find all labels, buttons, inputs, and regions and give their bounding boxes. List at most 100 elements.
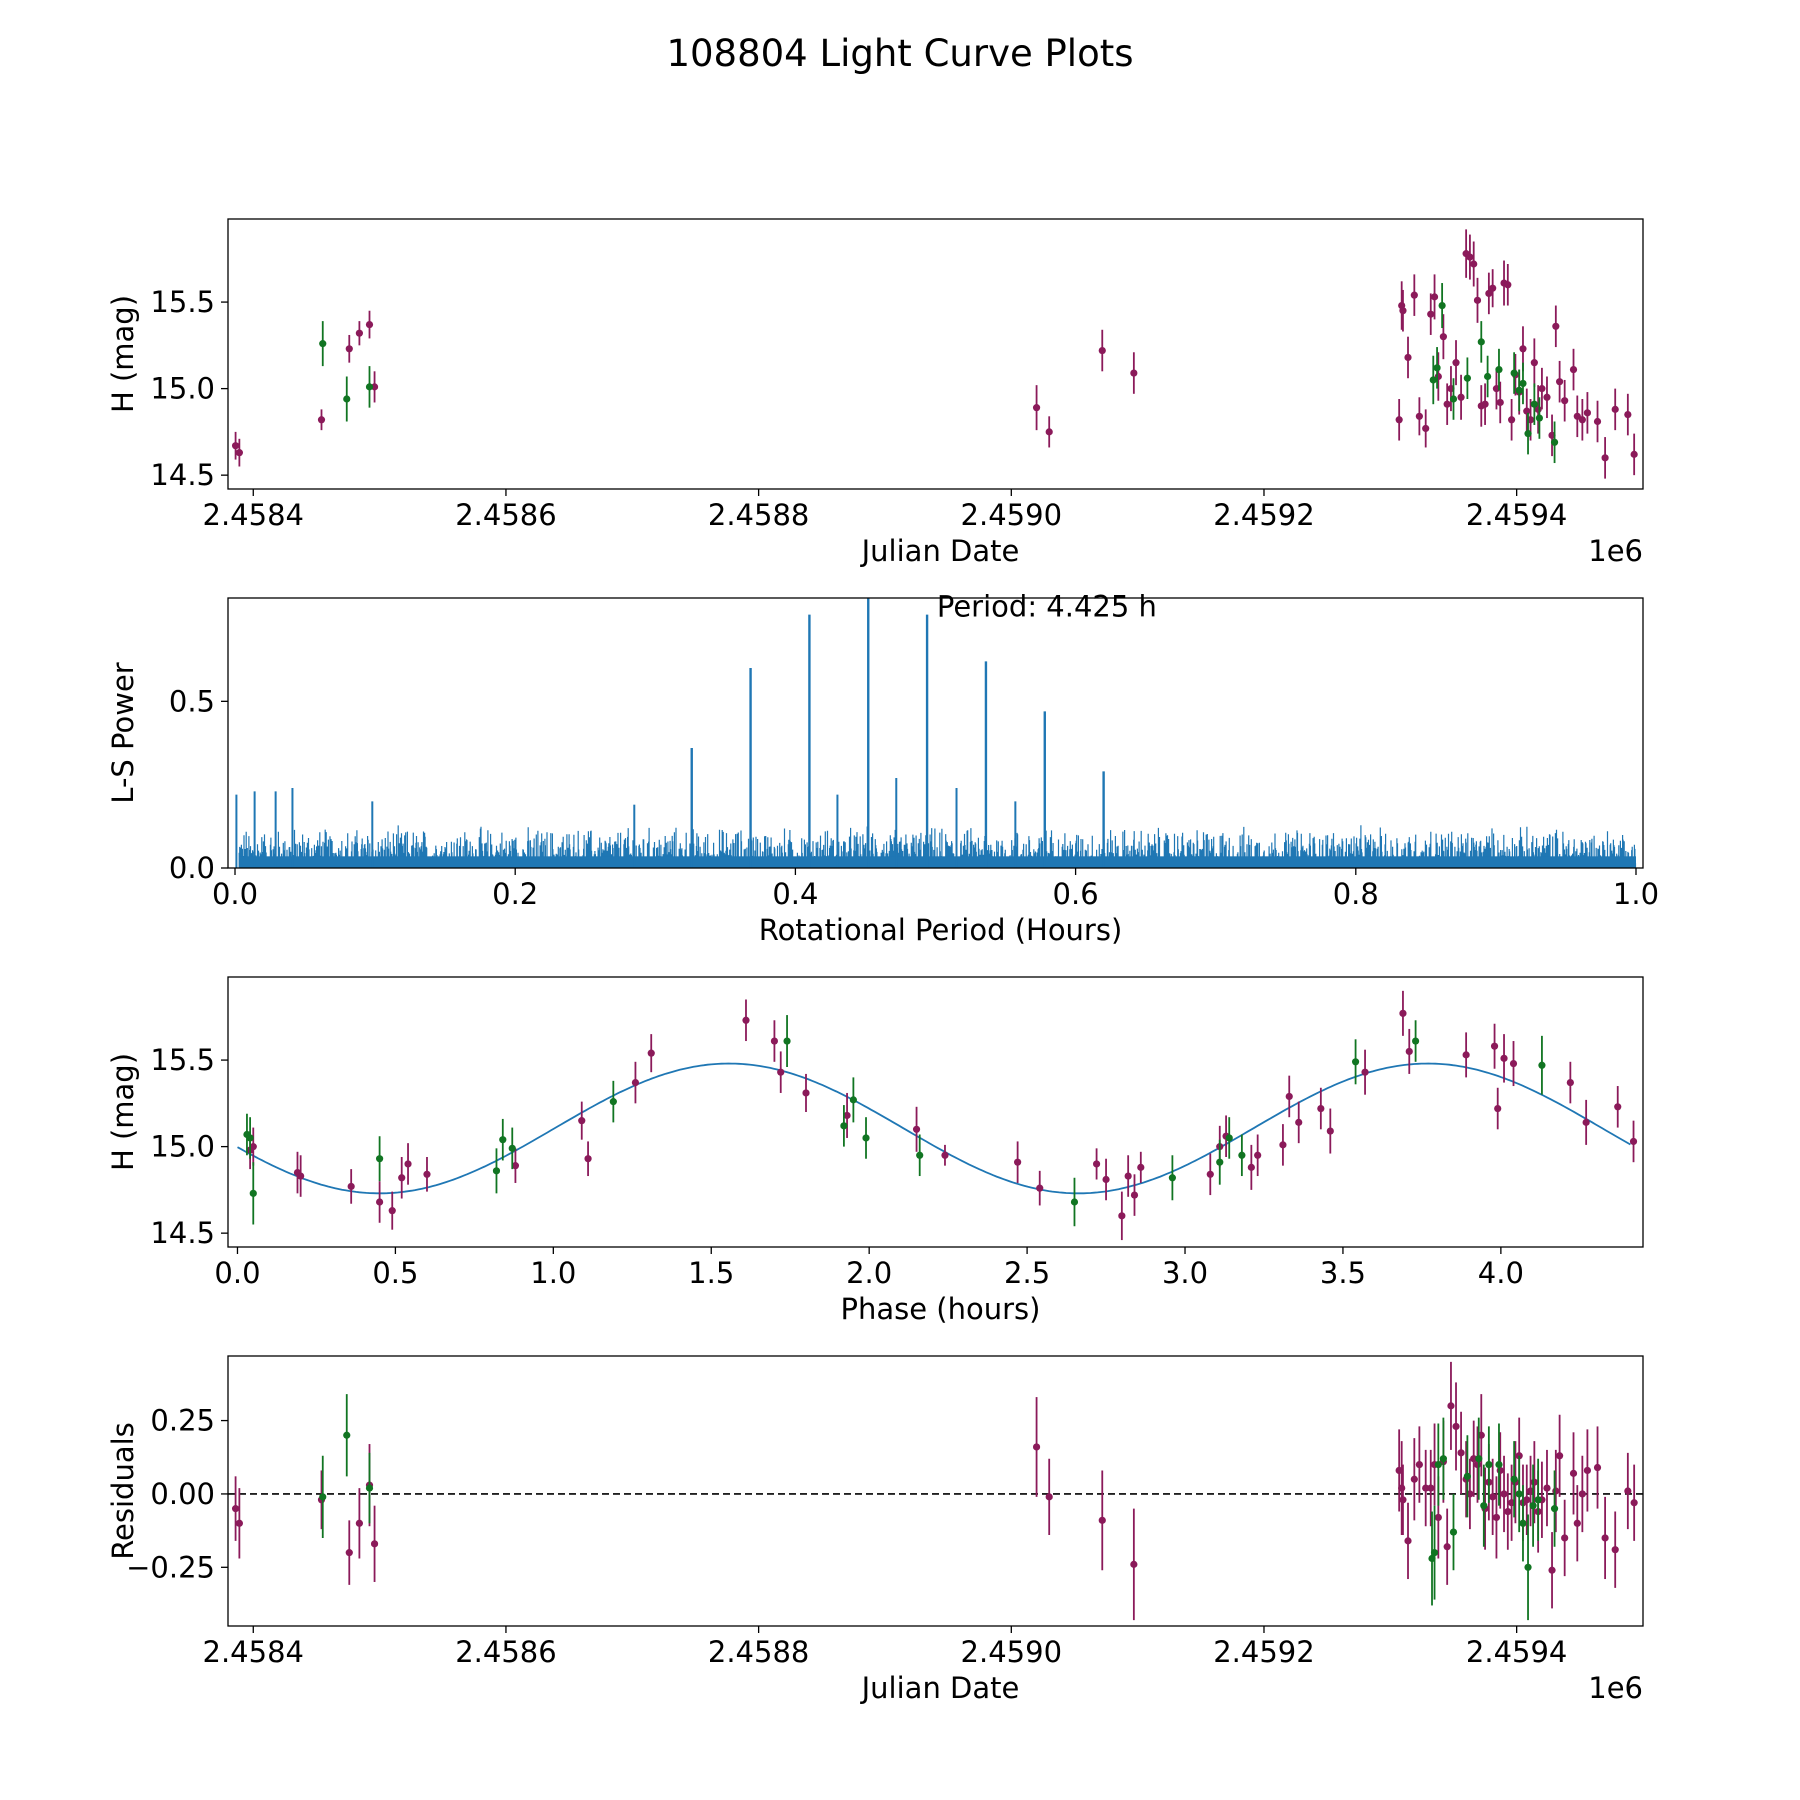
data-point [1326,1127,1334,1135]
data-point [1629,1137,1638,1146]
data-point [1447,1402,1455,1410]
data-point [1569,1469,1578,1477]
data-point [1515,386,1523,394]
x-tick-label: 0.2 [492,877,538,911]
y-axis-label: Residuals [106,1422,140,1560]
data-point [343,1431,351,1439]
data-point [1036,1184,1044,1192]
data-point [1404,1537,1412,1545]
data-point [1485,1460,1493,1469]
data-point [1561,1534,1569,1542]
data-point [1510,369,1518,377]
data-point [1415,412,1423,420]
data-point [1538,1061,1546,1069]
data-point [423,1170,431,1178]
x-tick-label: 1.5 [688,1256,734,1290]
data-point [1404,353,1412,362]
data-point [1489,1493,1497,1501]
x-tick-label: 2.0 [846,1256,892,1290]
data-point [1168,1174,1176,1182]
data-point [1092,1160,1101,1168]
data-point [578,1117,586,1125]
data-point [1496,398,1504,407]
data-point [376,1155,384,1163]
data-point [370,1540,379,1548]
data-point [249,1189,257,1197]
data-point [1457,1449,1465,1457]
data-point [1573,412,1581,420]
data-point [1601,1534,1609,1542]
data-point [1439,1455,1447,1463]
y-tick-label: 15.5 [150,1043,215,1077]
data-point [1216,1158,1224,1166]
data-point [1495,1460,1503,1469]
y-tick-label: 14.5 [150,1216,215,1250]
periodogram-panel: Period: 4.425 h 0.0 0.2 0.4 0.6 0.8 1.0 0.0 0.5 R… [106,589,1659,947]
data-point [1452,359,1460,367]
data-point [1510,1475,1518,1483]
data-point [492,1167,501,1175]
data-point [840,1122,848,1130]
x-tick-label: 2.4586 [455,498,556,532]
data-point [1206,1170,1214,1178]
data-point [584,1155,592,1163]
periodogram-floor [239,856,1636,868]
x-tick-label: 3.0 [1162,1256,1208,1290]
data-point [355,329,363,337]
y-axis-label: H (mag) [106,295,140,413]
data-point [1484,372,1492,381]
data-point [1601,454,1609,462]
data-point [1569,365,1578,374]
data-point [1014,1158,1022,1166]
data-point [1427,310,1435,318]
x-tick-label: 1.0 [1613,877,1659,911]
data-point [317,416,326,424]
data-point [319,340,327,348]
x-tick-label: 2.4590 [961,1635,1062,1669]
y-tick-label: −0.25 [126,1550,215,1584]
data-point [1422,424,1430,433]
x-tick-label: 2.4592 [1213,1635,1314,1669]
data-point [1530,359,1538,367]
data-point [1433,364,1441,372]
data-point [1361,1068,1369,1076]
data-point [1438,301,1446,310]
data-point [1524,1563,1532,1571]
data-point [235,449,243,457]
data-point [231,442,240,450]
data-point [1473,296,1482,304]
data-point [1535,414,1544,422]
x-tick-label: 2.4594 [1466,498,1567,532]
data-point [404,1160,412,1168]
data-points [231,1361,1638,1621]
y-tick-label: 15.0 [150,372,215,406]
data-point [1490,1042,1499,1050]
data-point [1285,1092,1293,1101]
data-point [1523,407,1531,415]
data-point [1032,1443,1041,1451]
data-point [1524,430,1532,438]
x-axis-label: Julian Date [860,1671,1020,1705]
x-tick-label: 2.4590 [961,498,1062,532]
data-point [511,1162,520,1170]
data-point [1247,1163,1255,1171]
light-curve-panel: 2.4584 2.4586 2.4588 2.4590 2.4592 2.4594 14.5… [106,218,1644,568]
data-point [365,320,374,329]
data-point [345,345,353,353]
data-point [1583,409,1592,417]
data-point [1070,1198,1079,1206]
data-point [1583,1466,1592,1475]
data-point [1624,410,1632,419]
data-point [1098,346,1106,355]
x-tick-label: 0.0 [214,1256,260,1290]
data-point [1485,289,1493,298]
data-point [849,1096,857,1104]
period-annotation: Period: 4.425 h [937,589,1157,623]
data-point [777,1068,785,1076]
data-point [843,1111,851,1120]
data-point [647,1049,655,1057]
data-point [1118,1212,1126,1220]
data-point [1434,1513,1442,1522]
data-point [1519,1519,1527,1527]
data-point [1410,1475,1418,1483]
